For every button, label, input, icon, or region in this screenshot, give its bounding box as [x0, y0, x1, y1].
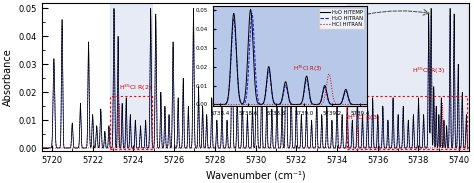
- Text: H$^{35}$Cl R(3): H$^{35}$Cl R(3): [412, 66, 446, 76]
- X-axis label: Wavenumber (cm⁻¹): Wavenumber (cm⁻¹): [206, 170, 305, 180]
- Bar: [110, 3, 152, 151]
- Y-axis label: Absorbance: Absorbance: [3, 48, 13, 106]
- Bar: [347, 3, 468, 151]
- Bar: [110, 96, 152, 149]
- Bar: [347, 96, 467, 149]
- Text: H$^{35}$Cl R(2): H$^{35}$Cl R(2): [119, 82, 152, 93]
- Text: H$^{37}$Cl R(3): H$^{37}$Cl R(3): [347, 113, 380, 123]
